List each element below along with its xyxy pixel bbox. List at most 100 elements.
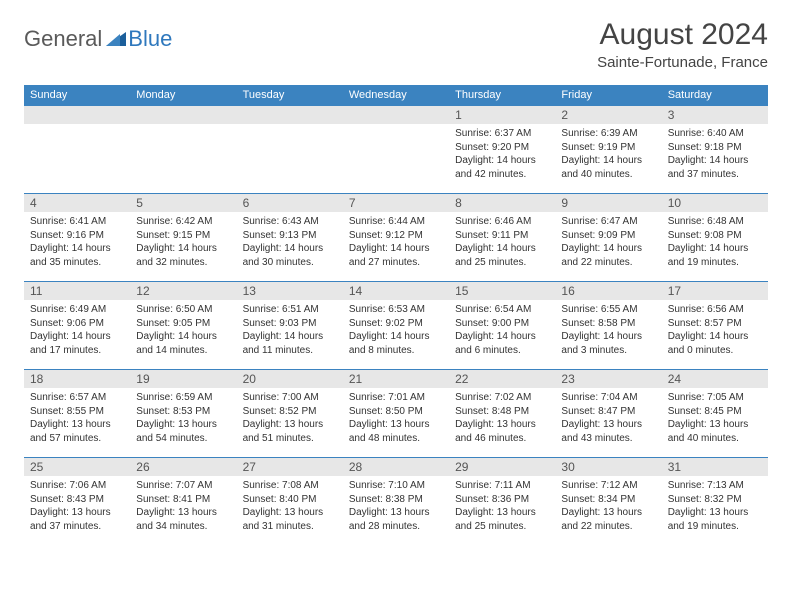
daylight-text: Daylight: 14 hours and 42 minutes.	[455, 154, 549, 181]
calendar-day-cell	[343, 106, 449, 194]
day-detail: Sunrise: 6:49 AMSunset: 9:06 PMDaylight:…	[24, 300, 130, 361]
daylight-text: Daylight: 14 hours and 27 minutes.	[349, 242, 443, 269]
day-detail: Sunrise: 7:11 AMSunset: 8:36 PMDaylight:…	[449, 476, 555, 537]
sunset-text: Sunset: 8:38 PM	[349, 493, 443, 507]
calendar-day-cell: 3Sunrise: 6:40 AMSunset: 9:18 PMDaylight…	[662, 106, 768, 194]
sunset-text: Sunset: 9:05 PM	[136, 317, 230, 331]
calendar-day-cell: 29Sunrise: 7:11 AMSunset: 8:36 PMDayligh…	[449, 458, 555, 546]
day-number: 7	[343, 194, 449, 212]
sunrise-text: Sunrise: 7:10 AM	[349, 479, 443, 493]
sunrise-text: Sunrise: 6:43 AM	[243, 215, 337, 229]
day-detail: Sunrise: 6:55 AMSunset: 8:58 PMDaylight:…	[555, 300, 661, 361]
sunrise-text: Sunrise: 6:39 AM	[561, 127, 655, 141]
daylight-text: Daylight: 13 hours and 37 minutes.	[30, 506, 124, 533]
calendar-day-cell: 15Sunrise: 6:54 AMSunset: 9:00 PMDayligh…	[449, 282, 555, 370]
calendar-head: SundayMondayTuesdayWednesdayThursdayFrid…	[24, 85, 768, 106]
sunset-text: Sunset: 9:19 PM	[561, 141, 655, 155]
day-detail: Sunrise: 6:57 AMSunset: 8:55 PMDaylight:…	[24, 388, 130, 449]
calendar-day-cell: 23Sunrise: 7:04 AMSunset: 8:47 PMDayligh…	[555, 370, 661, 458]
sunrise-text: Sunrise: 7:08 AM	[243, 479, 337, 493]
calendar-week: 18Sunrise: 6:57 AMSunset: 8:55 PMDayligh…	[24, 370, 768, 458]
sunrise-text: Sunrise: 6:37 AM	[455, 127, 549, 141]
sunrise-text: Sunrise: 6:46 AM	[455, 215, 549, 229]
daylight-text: Daylight: 14 hours and 37 minutes.	[668, 154, 762, 181]
day-detail: Sunrise: 7:13 AMSunset: 8:32 PMDaylight:…	[662, 476, 768, 537]
day-detail: Sunrise: 6:48 AMSunset: 9:08 PMDaylight:…	[662, 212, 768, 273]
sunset-text: Sunset: 9:20 PM	[455, 141, 549, 155]
calendar-week: 25Sunrise: 7:06 AMSunset: 8:43 PMDayligh…	[24, 458, 768, 546]
calendar-day-cell: 12Sunrise: 6:50 AMSunset: 9:05 PMDayligh…	[130, 282, 236, 370]
sunrise-text: Sunrise: 7:00 AM	[243, 391, 337, 405]
day-detail: Sunrise: 6:46 AMSunset: 9:11 PMDaylight:…	[449, 212, 555, 273]
day-number: 23	[555, 370, 661, 388]
calendar-day-cell: 7Sunrise: 6:44 AMSunset: 9:12 PMDaylight…	[343, 194, 449, 282]
weekday-header: Wednesday	[343, 85, 449, 106]
sunrise-text: Sunrise: 7:04 AM	[561, 391, 655, 405]
daylight-text: Daylight: 14 hours and 22 minutes.	[561, 242, 655, 269]
sunset-text: Sunset: 8:40 PM	[243, 493, 337, 507]
day-number: 24	[662, 370, 768, 388]
day-number: 29	[449, 458, 555, 476]
sunset-text: Sunset: 8:36 PM	[455, 493, 549, 507]
day-number-empty	[24, 106, 130, 124]
calendar-day-cell: 13Sunrise: 6:51 AMSunset: 9:03 PMDayligh…	[237, 282, 343, 370]
daylight-text: Daylight: 13 hours and 43 minutes.	[561, 418, 655, 445]
daylight-text: Daylight: 13 hours and 19 minutes.	[668, 506, 762, 533]
calendar-week: 4Sunrise: 6:41 AMSunset: 9:16 PMDaylight…	[24, 194, 768, 282]
day-number: 10	[662, 194, 768, 212]
calendar-day-cell: 17Sunrise: 6:56 AMSunset: 8:57 PMDayligh…	[662, 282, 768, 370]
day-number-empty	[237, 106, 343, 124]
weekday-header: Thursday	[449, 85, 555, 106]
day-number-empty	[343, 106, 449, 124]
calendar-day-cell: 30Sunrise: 7:12 AMSunset: 8:34 PMDayligh…	[555, 458, 661, 546]
calendar-day-cell: 9Sunrise: 6:47 AMSunset: 9:09 PMDaylight…	[555, 194, 661, 282]
daylight-text: Daylight: 13 hours and 54 minutes.	[136, 418, 230, 445]
sunrise-text: Sunrise: 7:01 AM	[349, 391, 443, 405]
day-number: 9	[555, 194, 661, 212]
daylight-text: Daylight: 13 hours and 57 minutes.	[30, 418, 124, 445]
sunrise-text: Sunrise: 6:49 AM	[30, 303, 124, 317]
sunset-text: Sunset: 8:47 PM	[561, 405, 655, 419]
sunset-text: Sunset: 9:16 PM	[30, 229, 124, 243]
sunset-text: Sunset: 9:09 PM	[561, 229, 655, 243]
daylight-text: Daylight: 14 hours and 40 minutes.	[561, 154, 655, 181]
day-detail: Sunrise: 6:42 AMSunset: 9:15 PMDaylight:…	[130, 212, 236, 273]
day-number: 2	[555, 106, 661, 124]
day-number: 26	[130, 458, 236, 476]
page-header: General Blue August 2024 Sainte-Fortunad…	[24, 18, 768, 71]
calendar-day-cell: 4Sunrise: 6:41 AMSunset: 9:16 PMDaylight…	[24, 194, 130, 282]
calendar-day-cell: 1 Sunrise: 6:37 AMSunset: 9:20 PMDaylight…	[449, 106, 555, 194]
day-detail: Sunrise: 6:39 AMSunset: 9:19 PMDaylight:…	[555, 124, 661, 185]
daylight-text: Daylight: 13 hours and 51 minutes.	[243, 418, 337, 445]
daylight-text: Daylight: 13 hours and 22 minutes.	[561, 506, 655, 533]
sunset-text: Sunset: 9:13 PM	[243, 229, 337, 243]
daylight-text: Daylight: 13 hours and 48 minutes.	[349, 418, 443, 445]
day-number: 6	[237, 194, 343, 212]
weekday-header: Tuesday	[237, 85, 343, 106]
day-number: 15	[449, 282, 555, 300]
day-detail: Sunrise: 7:02 AMSunset: 8:48 PMDaylight:…	[449, 388, 555, 449]
sunset-text: Sunset: 8:34 PM	[561, 493, 655, 507]
calendar-day-cell: 11Sunrise: 6:49 AMSunset: 9:06 PMDayligh…	[24, 282, 130, 370]
day-number-empty	[130, 106, 236, 124]
sunset-text: Sunset: 9:06 PM	[30, 317, 124, 331]
sunset-text: Sunset: 8:55 PM	[30, 405, 124, 419]
daylight-text: Daylight: 14 hours and 11 minutes.	[243, 330, 337, 357]
brand-part2: Blue	[128, 26, 172, 52]
day-number: 16	[555, 282, 661, 300]
day-number: 22	[449, 370, 555, 388]
day-detail: Sunrise: 6:56 AMSunset: 8:57 PMDaylight:…	[662, 300, 768, 361]
day-detail: Sunrise: 7:00 AMSunset: 8:52 PMDaylight:…	[237, 388, 343, 449]
sunset-text: Sunset: 8:52 PM	[243, 405, 337, 419]
sunset-text: Sunset: 9:03 PM	[243, 317, 337, 331]
weekday-header: Monday	[130, 85, 236, 106]
day-detail: Sunrise: 6:54 AMSunset: 9:00 PMDaylight:…	[449, 300, 555, 361]
sunset-text: Sunset: 8:57 PM	[668, 317, 762, 331]
brand-logo: General Blue	[24, 18, 172, 52]
day-number: 19	[130, 370, 236, 388]
day-detail: Sunrise: 7:04 AMSunset: 8:47 PMDaylight:…	[555, 388, 661, 449]
daylight-text: Daylight: 13 hours and 40 minutes.	[668, 418, 762, 445]
sunset-text: Sunset: 8:32 PM	[668, 493, 762, 507]
day-number: 1	[449, 106, 555, 124]
calendar-day-cell: 8Sunrise: 6:46 AMSunset: 9:11 PMDaylight…	[449, 194, 555, 282]
